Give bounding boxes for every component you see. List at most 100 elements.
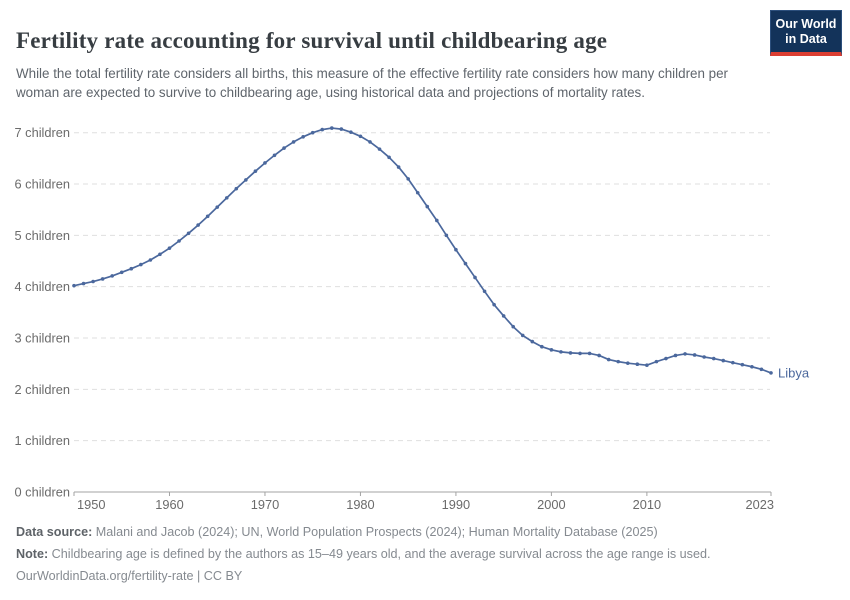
data-point: [244, 178, 248, 182]
data-point: [750, 364, 754, 369]
data-point: [540, 344, 544, 349]
data-point: [301, 134, 305, 139]
data-point: [530, 339, 535, 344]
data-point: [702, 355, 706, 359]
data-point: [606, 357, 611, 362]
data-point: [520, 333, 525, 338]
data-point: [711, 356, 716, 361]
data-point: [568, 351, 573, 355]
x-tick-label: 1970: [251, 497, 279, 512]
data-point: [234, 186, 239, 191]
data-point: [368, 140, 372, 144]
note-label: Note:: [16, 547, 49, 561]
data-point: [597, 353, 601, 358]
data-point: [559, 350, 563, 354]
data-point: [625, 361, 630, 365]
data-point: [673, 353, 678, 358]
data-point: [148, 258, 153, 262]
x-tick-label: 2000: [537, 497, 565, 512]
page-title: Fertility rate accounting for survival u…: [16, 28, 608, 54]
data-point: [196, 223, 200, 227]
x-tick-label: 2023: [746, 497, 774, 512]
data-point: [358, 134, 363, 139]
x-tick-label: 1950: [77, 497, 105, 512]
data-point: [339, 127, 344, 131]
x-tick-label: 1980: [346, 497, 374, 512]
note-text: Childbearing age is defined by the autho…: [48, 547, 711, 561]
data-point: [263, 161, 267, 165]
data-point: [511, 324, 516, 329]
data-point: [587, 351, 592, 356]
y-tick-label: 0 children: [15, 485, 71, 500]
data-point: [224, 196, 229, 200]
data-point: [444, 233, 449, 238]
data-point: [578, 351, 582, 356]
data-point: [492, 302, 496, 307]
data-point: [396, 165, 401, 169]
owid-logo-line2: in Data: [785, 32, 827, 46]
y-tick-label: 7 children: [15, 125, 71, 140]
footer-datasource-line: Data source: Malani and Jacob (2024); UN…: [16, 521, 710, 543]
data-point: [692, 353, 697, 357]
data-point: [320, 127, 325, 132]
data-point: [721, 358, 726, 363]
owid-logo-line1: Our World: [775, 17, 837, 31]
data-point: [616, 359, 621, 364]
y-tick-label: 3 children: [15, 331, 71, 346]
data-point: [129, 266, 134, 271]
data-point: [645, 363, 649, 368]
data-point: [769, 371, 773, 375]
data-point: [501, 314, 506, 318]
data-point: [635, 362, 640, 366]
chart-subtitle: While the total fertility rate considers…: [16, 66, 728, 101]
data-point: [72, 283, 76, 288]
data-point: [81, 281, 86, 286]
data-point: [291, 140, 296, 144]
y-tick-label: 6 children: [15, 177, 71, 192]
data-point: [139, 262, 143, 267]
data-point: [91, 279, 95, 284]
footer-url-line: OurWorldinData.org/fertility-rate | CC B…: [16, 569, 243, 583]
x-tick-label: 1960: [155, 497, 183, 512]
x-tick-label: 2010: [633, 497, 661, 512]
data-point: [205, 214, 210, 219]
y-tick-label: 1 children: [15, 433, 71, 448]
data-point: [482, 289, 487, 294]
data-point: [435, 218, 439, 223]
data-point: [119, 270, 124, 275]
data-point: [387, 155, 391, 160]
data-point: [253, 169, 258, 173]
data-point: [110, 274, 114, 278]
data-point: [759, 367, 764, 372]
chart-footer: Data source: Malani and Jacob (2024); UN…: [16, 521, 710, 587]
data-point: [425, 204, 430, 209]
data-point: [349, 130, 353, 134]
y-tick-label: 5 children: [15, 228, 71, 243]
data-point: [454, 247, 458, 252]
footer-note-line: Note: Childbearing age is defined by the…: [16, 543, 710, 565]
owid-logo: Our World in Data: [770, 10, 842, 56]
data-point: [282, 146, 286, 150]
data-point: [406, 177, 410, 181]
data-point: [158, 252, 162, 257]
data-point: [177, 239, 181, 243]
data-point: [186, 231, 191, 236]
data-point: [473, 275, 477, 280]
data-point: [377, 147, 382, 151]
datasource-text: Malani and Jacob (2024); UN, World Popul…: [92, 525, 658, 539]
data-point: [683, 352, 687, 356]
data-point: [549, 348, 554, 352]
data-point: [272, 153, 277, 158]
data-point: [215, 205, 220, 209]
data-point: [740, 362, 745, 367]
data-point: [167, 246, 172, 250]
fertility-line: [73, 127, 772, 374]
data-point: [654, 359, 659, 364]
data-point: [310, 130, 315, 135]
data-point: [415, 190, 420, 195]
data-point: [329, 126, 334, 130]
data-point: [463, 261, 468, 266]
data-point: [100, 277, 105, 281]
